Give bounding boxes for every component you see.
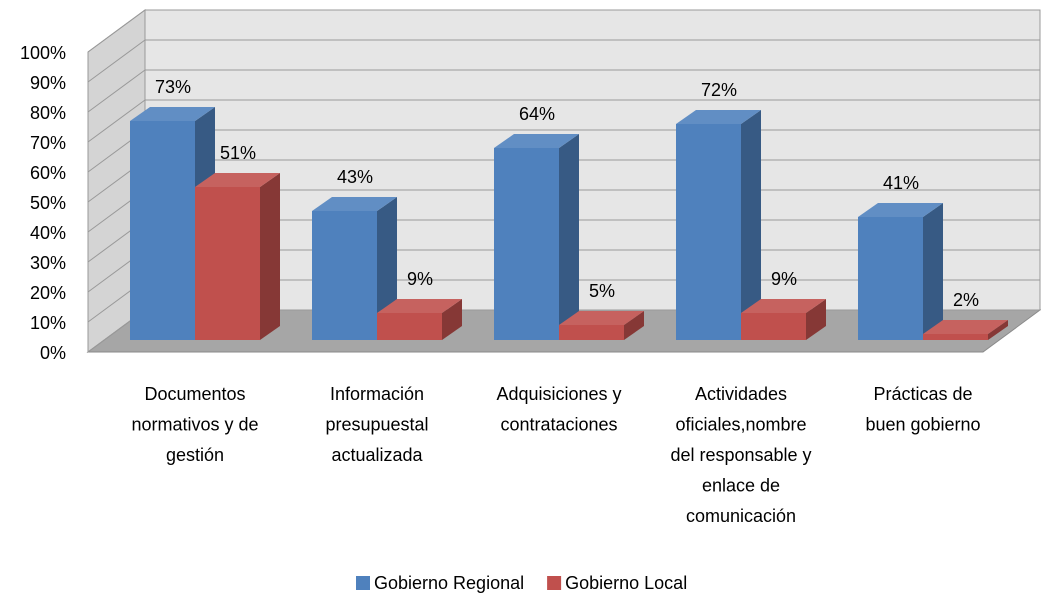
data-label: 5%: [589, 281, 615, 301]
legend-swatch: [356, 576, 370, 590]
x-tick-label: del responsable y: [670, 445, 811, 465]
bar: [312, 197, 397, 340]
x-tick-label: gestión: [166, 445, 224, 465]
data-label: 64%: [519, 104, 555, 124]
bar: [923, 320, 1008, 340]
bar-face: [741, 110, 761, 340]
x-tick-label: Prácticas de: [873, 384, 972, 404]
x-tick-label: Adquisiciones y: [496, 384, 621, 404]
x-tick-label: Actividades: [695, 384, 787, 404]
bar: [858, 203, 943, 340]
bar-face: [923, 203, 943, 340]
bar-face: [676, 110, 761, 124]
y-tick-label: 0%: [40, 343, 66, 363]
x-tick-label: enlace de: [702, 475, 780, 495]
x-tick-label: contrataciones: [500, 414, 617, 434]
bar: [377, 299, 462, 340]
x-tick-label: normativos y de: [131, 414, 258, 434]
grid-line: [87, 9, 146, 53]
bar-face: [559, 311, 644, 325]
grid-line: [87, 99, 146, 143]
bar-face: [494, 148, 559, 340]
y-tick-label: 10%: [30, 313, 66, 333]
bar-face: [676, 124, 741, 340]
bar-face: [806, 299, 826, 340]
bar-face: [624, 311, 644, 340]
bar-face: [923, 320, 1008, 334]
bar-face: [377, 299, 462, 313]
data-label: 72%: [701, 80, 737, 100]
y-tick-label: 80%: [30, 103, 66, 123]
x-tick-label: Documentos: [144, 384, 245, 404]
data-label: 9%: [771, 269, 797, 289]
bar-face: [923, 334, 988, 340]
y-tick-label: 50%: [30, 193, 66, 213]
y-tick-label: 90%: [30, 73, 66, 93]
bar-face: [195, 173, 280, 187]
data-label: 73%: [155, 77, 191, 97]
data-label: 41%: [883, 173, 919, 193]
bar-face: [312, 197, 397, 211]
y-tick-label: 100%: [20, 43, 66, 63]
bar: [494, 134, 579, 340]
legend-swatch: [547, 576, 562, 590]
bar-face: [741, 299, 826, 313]
y-tick-label: 70%: [30, 133, 66, 153]
bar-face: [494, 134, 579, 148]
bar-face: [195, 187, 260, 340]
legend-label: Gobierno Local: [565, 573, 687, 593]
x-tick-label: buen gobierno: [865, 414, 980, 434]
bar-face: [130, 107, 215, 121]
bar: [559, 311, 644, 340]
data-label: 9%: [407, 269, 433, 289]
bar: [741, 299, 826, 340]
bar-face: [377, 313, 442, 340]
data-label: 51%: [220, 143, 256, 163]
bar-face: [260, 173, 280, 340]
data-label: 2%: [953, 290, 979, 310]
bar-face: [559, 134, 579, 340]
grid-line: [87, 69, 146, 113]
bar-face: [858, 203, 943, 217]
bar-face: [988, 320, 1008, 340]
y-tick-label: 30%: [30, 253, 66, 273]
bar-face: [741, 313, 806, 340]
x-tick-label: oficiales,nombre: [675, 414, 806, 434]
bar-face: [312, 211, 377, 340]
x-tick-label: actualizada: [331, 445, 423, 465]
x-tick-label: presupuestal: [325, 414, 428, 434]
bar-face: [858, 217, 923, 340]
bar-face: [130, 121, 195, 340]
grid-line: [87, 39, 146, 83]
y-tick-label: 20%: [30, 283, 66, 303]
x-tick-label: Información: [330, 384, 424, 404]
y-tick-label: 40%: [30, 223, 66, 243]
x-tick-label: comunicación: [686, 506, 796, 526]
bar: [195, 173, 280, 340]
data-label: 43%: [337, 167, 373, 187]
y-tick-label: 60%: [30, 163, 66, 183]
bar-face: [559, 325, 624, 340]
legend-label: Gobierno Regional: [374, 573, 524, 593]
bar-face: [442, 299, 462, 340]
bar: [676, 110, 761, 340]
